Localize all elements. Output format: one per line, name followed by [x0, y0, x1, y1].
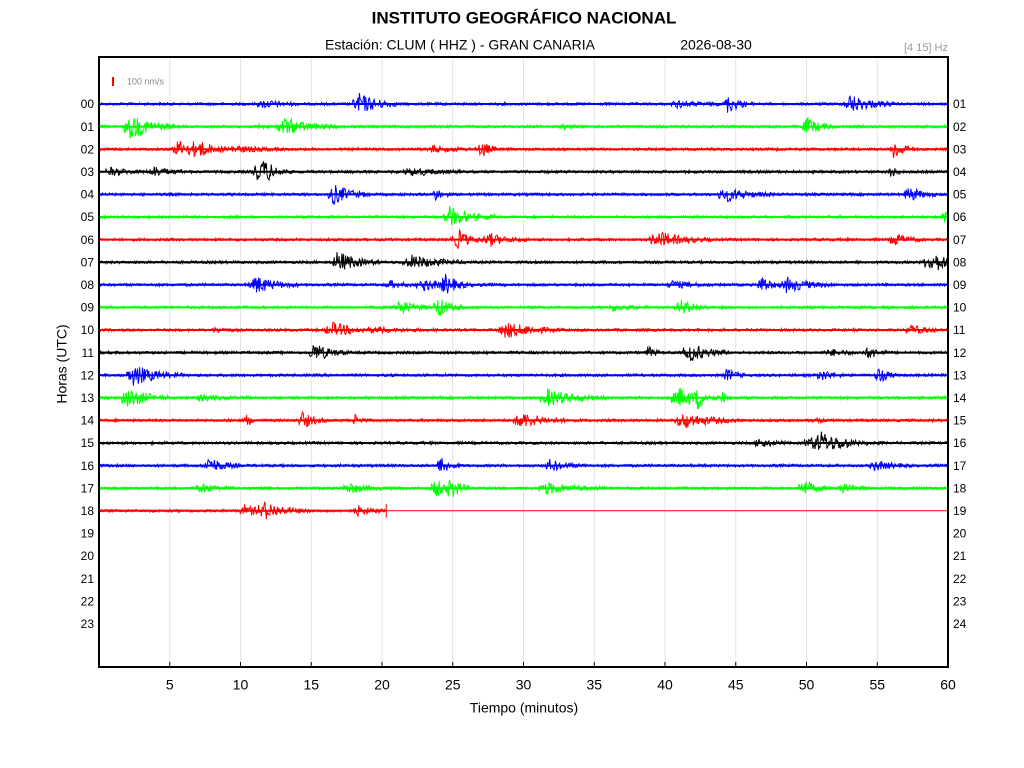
row-label-right: 01 [953, 97, 967, 111]
row-label-right: 12 [953, 346, 967, 360]
row-label-left: 15 [81, 436, 95, 450]
row-label-left: 19 [81, 527, 95, 541]
row-label-left: 18 [81, 504, 95, 518]
row-label-right: 18 [953, 481, 967, 495]
plot-frame [98, 56, 949, 668]
row-label-right: 02 [953, 120, 967, 134]
row-label-left: 09 [81, 301, 95, 315]
x-tick-label: 5 [166, 677, 174, 693]
row-label-left: 23 [81, 617, 95, 631]
band: [4 15] Hz [904, 42, 948, 54]
row-label-right: 21 [953, 549, 967, 563]
row-label-right: 22 [953, 572, 967, 586]
row-label-right: 06 [953, 210, 967, 224]
row-label-left: 11 [82, 346, 95, 360]
x-tick-label: 20 [374, 677, 390, 693]
row-label-left: 21 [81, 572, 95, 586]
row-label-right: 11 [953, 323, 966, 337]
row-label-left: 00 [81, 97, 95, 111]
trace [98, 410, 948, 429]
row-label-left: 14 [81, 414, 95, 428]
x-tick-label: 50 [799, 677, 815, 693]
date: 2026-08-30 [680, 37, 752, 53]
x-tick-label: 60 [940, 677, 956, 693]
row-label-right: 07 [953, 233, 967, 247]
row-label-left: 02 [81, 142, 95, 156]
y-axis-label: Horas (UTC) [54, 324, 70, 403]
row-label-right: 09 [953, 278, 967, 292]
row-label-right: 17 [953, 459, 967, 473]
row-label-left: 12 [81, 368, 95, 382]
row-label-right: 10 [953, 301, 967, 315]
row-label-left: 20 [81, 549, 95, 563]
row-label-left: 06 [81, 233, 95, 247]
row-label-left: 03 [81, 165, 95, 179]
row-label-right: 15 [953, 414, 967, 428]
x-tick-label: 30 [516, 677, 532, 693]
row-label-right: 20 [953, 527, 967, 541]
row-label-left: 17 [81, 481, 95, 495]
row-label-right: 03 [953, 142, 967, 156]
chart-title: INSTITUTO GEOGRÁFICO NACIONAL [372, 8, 677, 27]
row-label-left: 07 [81, 255, 95, 269]
x-tick-label: 45 [728, 677, 744, 693]
row-label-left: 22 [81, 594, 95, 608]
row-label-right: 13 [953, 368, 967, 382]
row-label-right: 19 [953, 504, 967, 518]
scale-label: 100 nm/s [127, 76, 165, 86]
row-label-right: 05 [953, 188, 967, 202]
station: Estación: CLUM ( HHZ ) - GRAN CANARIA [325, 37, 596, 53]
x-axis-label: Tiempo (minutos) [470, 700, 578, 716]
x-tick-label: 40 [657, 677, 673, 693]
x-tick-label: 10 [233, 677, 249, 693]
x-tick-label: 25 [445, 677, 461, 693]
row-label-right: 08 [953, 255, 967, 269]
row-label-right: 24 [953, 617, 967, 631]
row-label-left: 16 [81, 459, 95, 473]
row-label-left: 10 [81, 323, 95, 337]
x-tick-label: 55 [869, 677, 885, 693]
row-label-left: 05 [81, 210, 95, 224]
row-label-left: 08 [81, 278, 95, 292]
row-label-right: 04 [953, 165, 967, 179]
row-label-right: 16 [953, 436, 967, 450]
row-label-left: 13 [81, 391, 95, 405]
row-label-right: 14 [953, 391, 967, 405]
x-tick-label: 35 [586, 677, 602, 693]
x-tick-label: 15 [303, 677, 319, 693]
row-label-left: 04 [81, 188, 95, 202]
row-label-right: 23 [953, 594, 967, 608]
row-label-left: 01 [81, 120, 95, 134]
